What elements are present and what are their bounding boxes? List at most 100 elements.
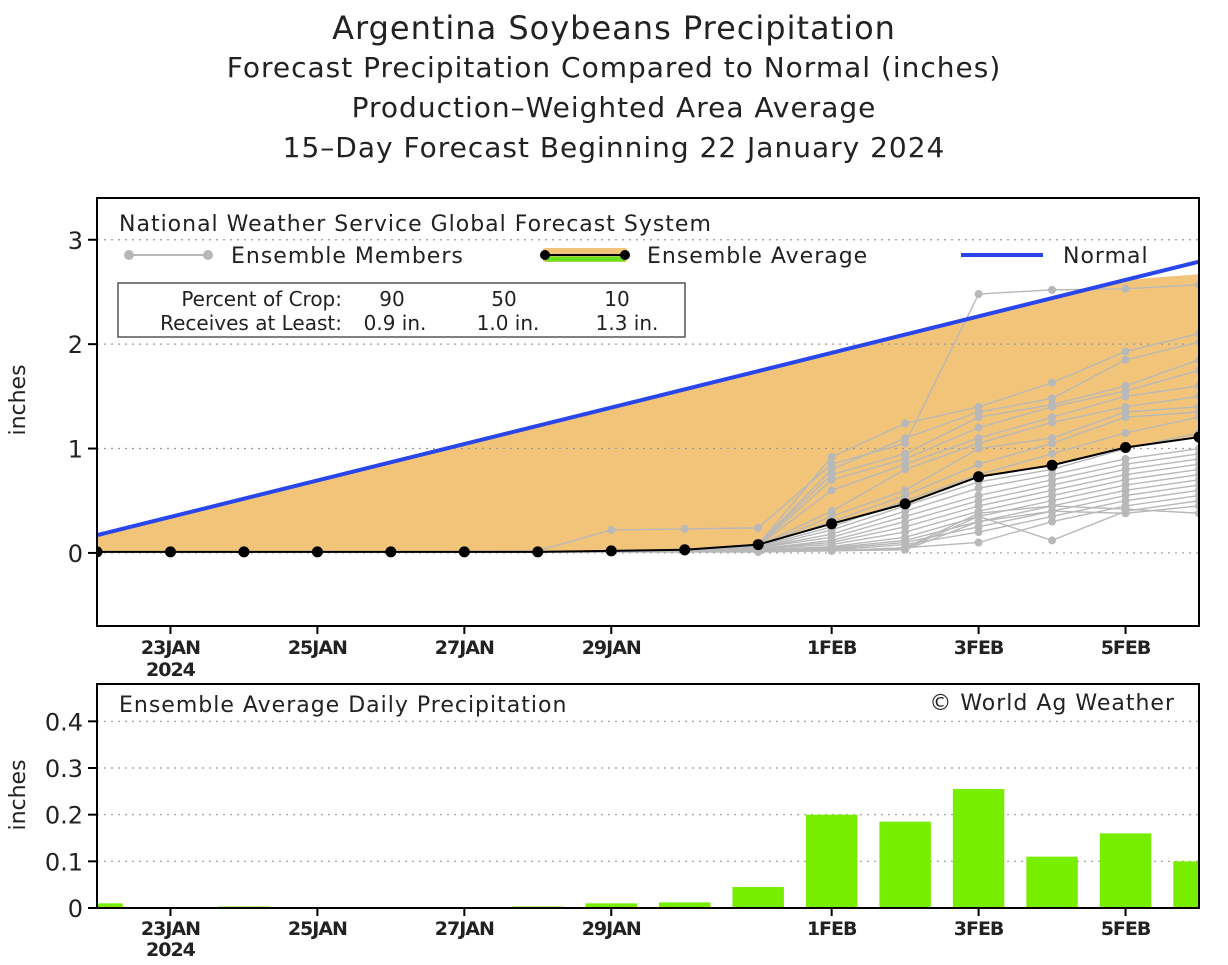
daily-y-tick-label: 0.1 [45,848,83,876]
legend-members-marker-right [203,250,213,260]
ensemble-average-point [1046,459,1058,471]
chart-titles: Argentina Soybeans Precipitation Forecas… [0,8,1228,168]
crop-row1-label: Percent of Crop: [181,287,342,311]
chart-subtitle-3: 15–Day Forecast Beginning 22 January 202… [282,131,946,164]
ensemble-average-point [899,498,911,510]
ensemble-member-point [974,413,983,422]
cumulative-y-tick-label: 3 [68,227,83,255]
cumulative-plot-frame [96,197,1200,627]
ensemble-member-point [754,547,763,556]
crop-row2-p90: 0.9 in. [364,311,427,335]
daily-bar-4FEB [1026,856,1078,908]
ensemble-member-point [1121,428,1130,437]
crop-row2-label: Receives at Least: [160,311,342,335]
daily-y-axis-label: inches [6,759,31,830]
ensemble-member-point [974,538,983,547]
ensemble-member-point [1048,418,1057,427]
daily-bar-2FEB [879,821,931,908]
crop-row1-p10: 10 [604,287,629,311]
ensemble-member-point [974,444,983,453]
ensemble-average-point [973,471,985,483]
ensemble-member-point [901,543,910,552]
cumulative-x-tick-label: 29JAN [582,637,641,659]
ensemble-average-line [97,436,1199,553]
daily-bar-1FEB [805,814,858,908]
ensemble-member-point [1121,347,1130,356]
daily-bar-6FEB [1173,861,1199,908]
ensemble-average-point [97,546,103,558]
normal-line [96,259,1200,538]
crop-row1-p50: 50 [491,287,516,311]
ensemble-member-point [827,475,836,484]
ensemble-average-point [458,546,470,558]
daily-bar-30JAN [659,902,711,908]
ensemble-member-point [1048,536,1057,545]
ensemble-member-point [1121,413,1130,422]
ensemble-average-point [679,544,691,556]
daily-bar-5FEB [1099,833,1152,908]
ensemble-member-point [974,460,983,469]
daily-x-tick-label: 25JAN [288,918,347,940]
ensemble-member-point [1121,284,1130,293]
crop-row1-p90: 90 [379,287,404,311]
ensemble-average-point [164,546,176,558]
legend-ensemble-members: Ensemble Members [124,244,464,269]
ensemble-member-point [1048,285,1057,294]
legend-average-marker-left [540,250,550,260]
ensemble-member-point [1121,505,1130,514]
ensemble-member-point [974,517,983,526]
credit-label: © World Ag Weather [929,691,1175,716]
cumulative-x-tick-label: 27JAN [435,637,494,659]
ensemble-average-point [238,546,250,558]
daily-x-tick-label: 1FEB [807,918,857,940]
ensemble-member-point [1048,402,1057,411]
crop-percent-box: Percent of Crop: 90 50 10 Receives at Le… [117,282,686,338]
legend-normal: Normal [961,244,1149,269]
ensemble-average-point [532,546,544,558]
ensemble-member-point [1048,501,1057,510]
legend-average-marker-right [620,250,630,260]
daily-bar-31JAN [732,887,784,908]
daily-x-tick-label: 27JAN [435,918,494,940]
daily-x-tick-label: 29JAN [582,918,641,940]
legend-ensemble-average: Ensemble Average [540,244,868,269]
ensemble-member-point [974,423,983,432]
daily-plot-frame [96,683,1200,909]
legend-members-label: Ensemble Members [231,244,464,269]
ensemble-member-point [1048,449,1057,458]
ensemble-average-point [1193,431,1199,443]
ensemble-member-point [607,525,616,534]
ensemble-member-point [974,509,983,518]
daily-x-tick-label: 23JAN [141,918,200,940]
cumulative-y-tick-label: 2 [68,331,83,359]
daily-y-tick-label: 0 [68,895,83,923]
cumulative-x-tick-label: 1FEB [807,637,857,659]
ensemble-average-point [385,546,397,558]
ensemble-member-point [827,546,836,555]
ensemble-member-point [901,419,910,428]
cumulative-y-axis-label: inches [6,364,31,435]
ensemble-member-point [1048,394,1057,403]
ensemble-average-point [1120,441,1132,453]
chart-title: Argentina Soybeans Precipitation [332,9,896,47]
legend-members-marker-left [124,250,134,260]
legend-average-label: Ensemble Average [647,244,868,269]
daily-x-tick-year: 2024 [146,939,196,961]
daily-x-tick-label: 3FEB [954,918,1004,940]
ensemble-member-point [901,465,910,474]
daily-chart-title: Ensemble Average Daily Precipitation [119,693,567,718]
ensemble-member-point [754,523,763,532]
ensemble-member-point [1121,355,1130,364]
ensemble-average-point [311,546,323,558]
legend-normal-label: Normal [1063,244,1149,269]
daily-bar-22JAN [97,903,123,908]
ensemble-average-point [826,518,838,530]
ensemble-member-point [1048,439,1057,448]
ensemble-member-point [1048,378,1057,387]
ensemble-member-point [1121,392,1130,401]
crop-box-frame [117,282,686,338]
ensemble-average-point [752,539,764,551]
